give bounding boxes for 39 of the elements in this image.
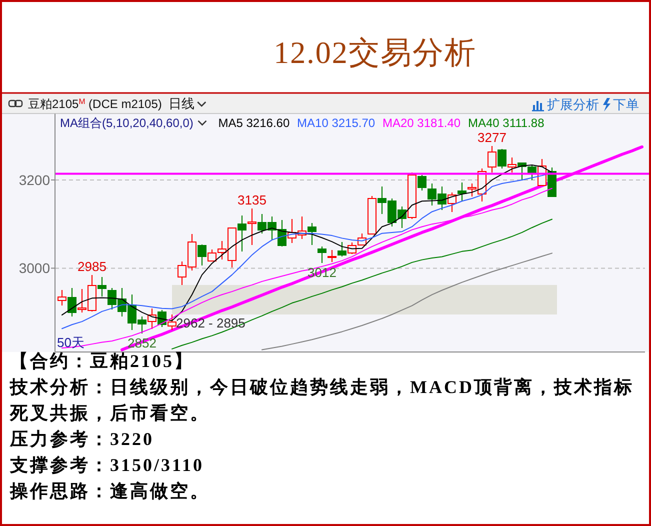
candlestick — [508, 156, 516, 173]
text: 技术分析：日线级别，今日破位趋势线走弱，MACD顶背离，技术指标死叉共振，后市看空。 — [9, 377, 634, 423]
candlestick — [198, 244, 206, 266]
text: 压力参考：3220 — [9, 429, 154, 449]
chart-title: 12.02交易分析 — [274, 35, 476, 70]
candlestick — [58, 289, 66, 306]
text: MA5 3216.60 — [218, 116, 290, 130]
candlestick — [498, 148, 506, 169]
line-series — [172, 218, 552, 350]
candlestick — [308, 222, 316, 246]
candlestick — [248, 208, 256, 246]
text: MA40 3111.88 — [468, 116, 545, 130]
annotation: 【合约：豆粕2105】 — [10, 351, 194, 371]
legend-title: MA组合(5,10,20,40,60,0) — [60, 116, 194, 130]
candlestick — [418, 174, 426, 192]
y-tick-label: 3200 — [18, 172, 50, 188]
candlestick — [488, 146, 496, 173]
candlestick — [318, 246, 326, 264]
candlestick — [368, 195, 376, 236]
annotation: 2985 — [78, 258, 106, 274]
candlestick — [408, 172, 416, 220]
text: MA10 3215.70 — [297, 116, 376, 130]
chart-subtitle: 豆粕2105$^{M}$ (DCE m2105) — [28, 96, 162, 111]
text: 支撑参考：3150/3110 — [9, 455, 204, 475]
text: MA20 3181.40 — [382, 116, 461, 130]
y-tick-label: 3000 — [18, 260, 50, 276]
text: 扩展分析 — [547, 97, 599, 112]
candlestick — [168, 314, 176, 330]
text: 日线 — [168, 96, 195, 111]
candlestick — [68, 288, 76, 318]
candlestick — [458, 182, 466, 202]
text: 下单 — [613, 97, 639, 112]
candlestick — [238, 215, 246, 252]
annotation: 3277 — [478, 130, 506, 145]
text: 操作思路：逢高做空。 — [9, 481, 210, 501]
candlestick — [328, 250, 336, 263]
candlestick — [98, 276, 106, 297]
candlestick — [338, 242, 346, 258]
annotation: 3135 — [238, 192, 266, 208]
